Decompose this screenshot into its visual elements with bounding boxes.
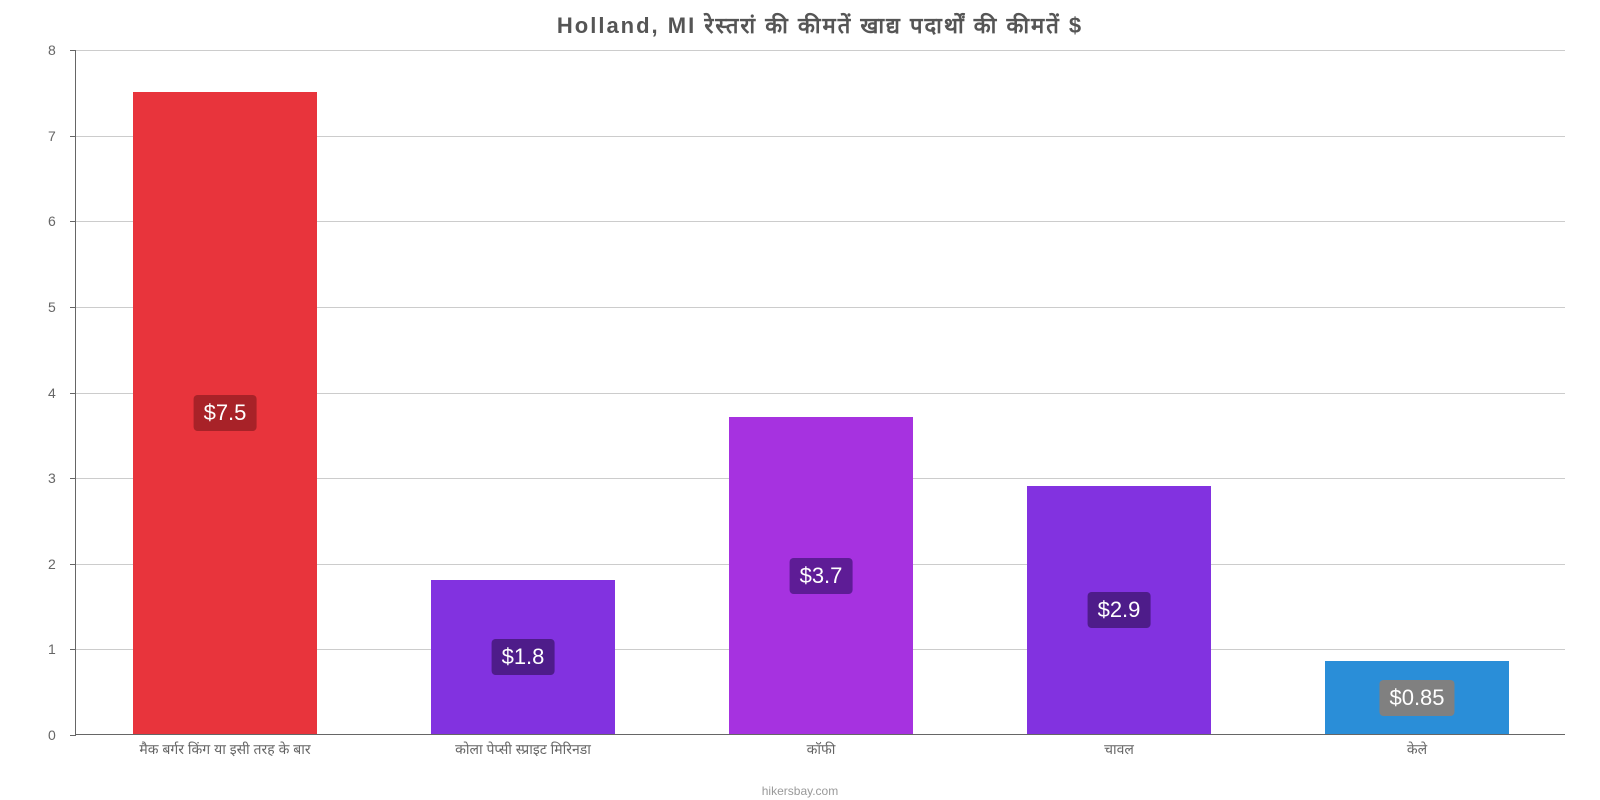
y-tick-label: 6 (48, 213, 56, 229)
y-tick-mark (70, 307, 76, 308)
value-label: $3.7 (790, 558, 853, 594)
attribution-text: hikersbay.com (762, 784, 838, 798)
y-tick-label: 5 (48, 299, 56, 315)
y-tick-mark (70, 50, 76, 51)
value-label: $0.85 (1379, 680, 1454, 716)
chart-title: Holland, MI रेस्तरां की कीमतें खाद्य पदा… (65, 10, 1575, 50)
y-tick-mark (70, 136, 76, 137)
y-tick-mark (70, 393, 76, 394)
plot-area: 012345678$7.5मैक बर्गर किंग या इसी तरह क… (75, 50, 1565, 735)
y-tick-label: 8 (48, 42, 56, 58)
x-axis-label: कॉफी (807, 740, 836, 759)
y-tick-label: 3 (48, 470, 56, 486)
y-tick-label: 2 (48, 556, 56, 572)
y-tick-mark (70, 478, 76, 479)
value-label: $1.8 (492, 639, 555, 675)
x-axis-label: चावल (1104, 740, 1134, 759)
y-tick-label: 1 (48, 641, 56, 657)
y-tick-mark (70, 221, 76, 222)
y-tick-mark (70, 649, 76, 650)
y-tick-label: 0 (48, 727, 56, 743)
x-axis-label: मैक बर्गर किंग या इसी तरह के बार (139, 740, 310, 759)
y-tick-label: 4 (48, 385, 56, 401)
chart-container: Holland, MI रेस्तरां की कीमतें खाद्य पदा… (65, 10, 1575, 770)
value-label: $2.9 (1088, 592, 1151, 628)
x-axis-label: केले (1407, 740, 1427, 759)
y-tick-mark (70, 564, 76, 565)
x-axis-label: कोला पेप्सी स्प्राइट मिरिनडा (455, 740, 591, 759)
y-tick-mark (70, 735, 76, 736)
gridline (76, 50, 1565, 51)
value-label: $7.5 (194, 395, 257, 431)
y-tick-label: 7 (48, 128, 56, 144)
